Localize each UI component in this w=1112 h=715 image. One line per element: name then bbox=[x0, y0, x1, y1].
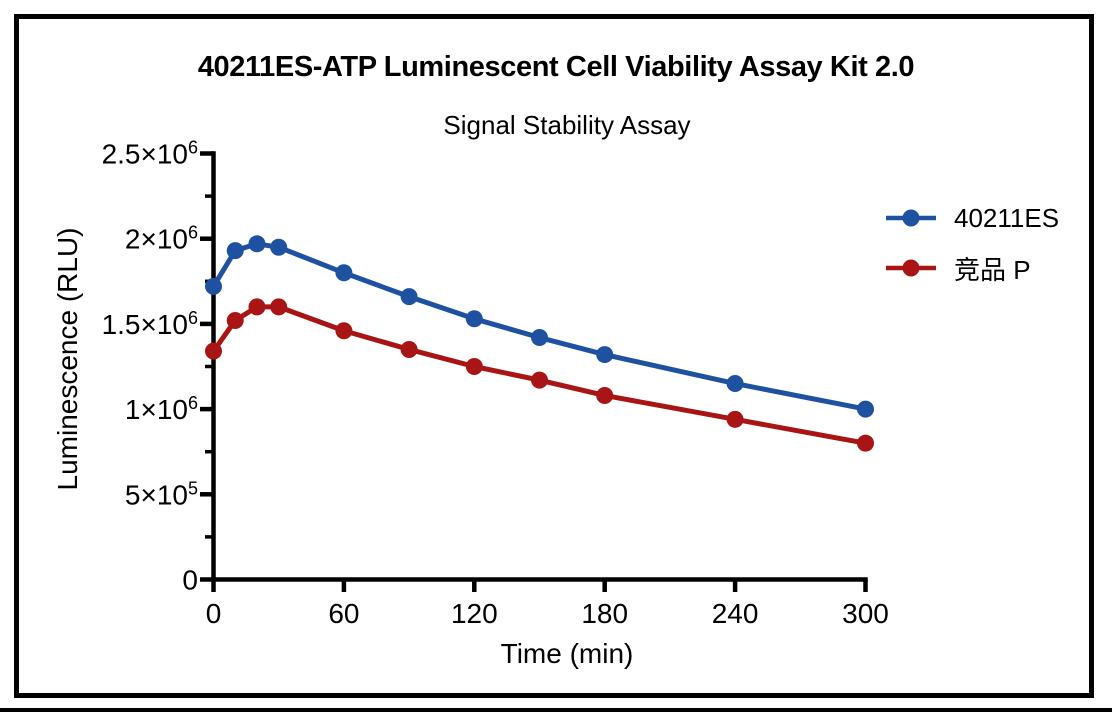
data-point-series-1 bbox=[270, 298, 288, 316]
figure-frame bbox=[14, 14, 1094, 698]
data-point-series-1 bbox=[726, 410, 744, 428]
data-point-series-0 bbox=[726, 375, 744, 393]
data-point-series-0 bbox=[270, 238, 288, 256]
y-axis-title: Luminescence (RLU) bbox=[52, 227, 83, 491]
data-point-series-1 bbox=[226, 311, 244, 329]
data-point-series-0 bbox=[205, 277, 222, 295]
data-point-series-0 bbox=[465, 310, 483, 328]
x-tick-label: 240 bbox=[712, 598, 759, 629]
x-axis-title: Time (min) bbox=[500, 638, 634, 669]
x-tick-label: 180 bbox=[581, 598, 628, 629]
page-divider-line bbox=[0, 708, 1112, 712]
legend: 40211ES 竞品 P bbox=[884, 200, 1059, 300]
y-tick-label: 5×105 bbox=[125, 478, 198, 510]
data-point-series-1 bbox=[531, 371, 548, 389]
legend-label-40211es: 40211ES bbox=[954, 202, 1060, 233]
data-point-series-1 bbox=[400, 340, 418, 358]
legend-label-competitor-p: 竞品 P bbox=[954, 254, 1031, 285]
data-point-series-0 bbox=[857, 400, 874, 418]
y-tick-label: 0 bbox=[182, 565, 198, 596]
legend-marker-blue-icon bbox=[886, 209, 936, 227]
data-point-series-1 bbox=[335, 322, 353, 340]
x-tick-label: 60 bbox=[328, 598, 359, 629]
data-point-series-1 bbox=[205, 342, 222, 360]
data-point-series-0 bbox=[596, 346, 614, 364]
data-point-series-0 bbox=[226, 242, 244, 260]
chart-subtitle: Signal Stability Assay bbox=[443, 110, 691, 140]
y-tick-label: 2.5×106 bbox=[102, 138, 198, 170]
x-tick-label: 120 bbox=[451, 598, 498, 629]
data-point-series-1 bbox=[857, 434, 874, 452]
chart-title: 40211ES-ATP Luminescent Cell Viability A… bbox=[197, 51, 915, 83]
y-tick-label: 2×106 bbox=[125, 223, 198, 255]
y-tick-label: 1×106 bbox=[125, 393, 198, 425]
legend-item-40211es: 40211ES bbox=[884, 200, 1059, 236]
legend-item-competitor-p: 竞品 P bbox=[884, 250, 1059, 286]
data-point-series-0 bbox=[400, 288, 418, 306]
data-point-series-1 bbox=[596, 386, 614, 404]
data-point-series-0 bbox=[531, 329, 548, 347]
data-point-series-1 bbox=[465, 358, 483, 375]
x-tick-label: 0 bbox=[206, 598, 222, 629]
data-point-series-1 bbox=[248, 298, 266, 316]
data-point-series-0 bbox=[335, 264, 353, 282]
data-point-series-0 bbox=[248, 235, 266, 253]
x-tick-label: 300 bbox=[842, 598, 889, 629]
legend-marker-red-icon bbox=[886, 259, 936, 277]
y-tick-label: 1.5×106 bbox=[102, 308, 198, 340]
